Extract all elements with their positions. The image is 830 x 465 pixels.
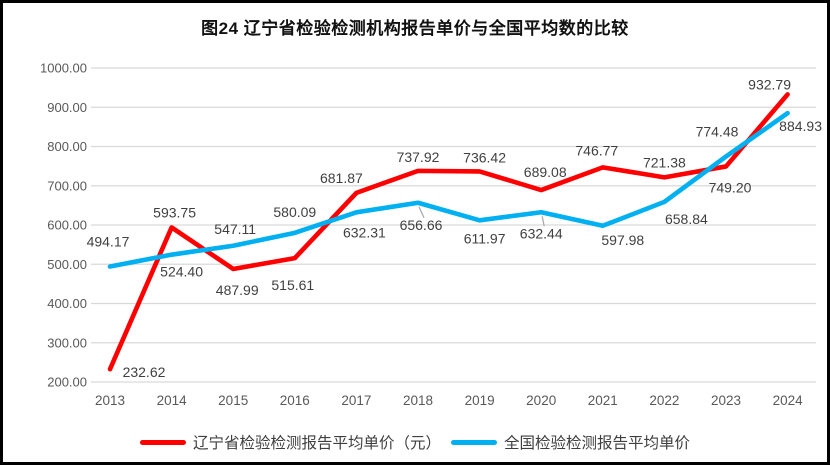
- x-tick-label: 2022: [649, 393, 679, 408]
- data-label-national: 611.97: [464, 230, 506, 246]
- data-label-liaoning: 593.75: [153, 204, 196, 220]
- data-label-national: 632.31: [343, 224, 386, 240]
- data-label-national: 658.84: [665, 211, 708, 227]
- data-label-liaoning: 232.62: [123, 364, 166, 380]
- x-tick-label: 2020: [526, 393, 556, 408]
- x-tick-label: 2024: [773, 393, 804, 408]
- y-tick-label: 300.00: [47, 335, 87, 350]
- data-label-national: 632.44: [520, 225, 563, 241]
- data-label-national: 597.98: [601, 232, 644, 248]
- y-tick-label: 400.00: [47, 296, 87, 311]
- chart-title: 图24 辽宁省检验检测机构报告单价与全国平均数的比较: [201, 19, 629, 38]
- legend-label-liaoning: 辽宁省检验检测报告平均单价（元）: [192, 435, 441, 452]
- legend-label-national: 全国检验检测报告平均单价: [504, 435, 691, 452]
- y-tick-label: 200.00: [47, 375, 87, 390]
- data-label-liaoning: 487.99: [216, 282, 259, 298]
- legend: 辽宁省检验检测报告平均单价（元） 全国检验检测报告平均单价: [3, 431, 827, 453]
- series-liaoning-line: [107, 92, 790, 372]
- data-label-liaoning: 749.20: [709, 179, 752, 195]
- legend-item-national: 全国检验检测报告平均单价: [451, 431, 690, 453]
- data-label-liaoning: 721.38: [643, 154, 686, 170]
- y-tick-label: 600.00: [47, 218, 87, 233]
- y-tick-label: 800.00: [47, 139, 87, 154]
- legend-item-liaoning: 辽宁省检验检测报告平均单价（元）: [139, 431, 441, 453]
- data-label-national: 774.48: [696, 124, 739, 140]
- legend-swatch-liaoning: [139, 439, 186, 445]
- x-tick-label: 2019: [465, 393, 495, 408]
- series-national-line: [107, 110, 790, 269]
- chart-canvas: 1000.00 900.00 800.00 700.00 600.00 500.00 400…: [40, 61, 822, 409]
- data-label-liaoning: 681.87: [320, 170, 363, 186]
- x-tick-label: 2023: [711, 393, 741, 408]
- data-label-liaoning: 932.79: [748, 76, 791, 92]
- data-label-liaoning: 746.77: [575, 142, 618, 158]
- y-tick-label: 500.00: [47, 257, 87, 272]
- data-label-national: 524.40: [160, 264, 203, 280]
- data-label-liaoning: 736.42: [463, 149, 506, 165]
- y-tick-label: 700.00: [47, 178, 87, 193]
- data-label-liaoning: 737.92: [397, 149, 440, 165]
- x-tick-label: 2021: [588, 393, 618, 408]
- x-tick-label: 2014: [157, 393, 188, 408]
- data-label-national: 656.66: [400, 217, 443, 233]
- data-label-liaoning: 689.08: [524, 164, 567, 180]
- legend-swatch-national: [451, 439, 497, 445]
- x-tick-label: 2016: [280, 393, 310, 408]
- y-tick-label: 900.00: [47, 100, 87, 115]
- x-tick-label: 2013: [95, 393, 125, 408]
- label-leader-line: [418, 206, 425, 219]
- data-label-liaoning: 515.61: [271, 277, 314, 293]
- label-leader-line: [541, 216, 545, 227]
- x-tick-label: 2018: [403, 393, 433, 408]
- data-label-national: 580.09: [273, 204, 316, 220]
- x-tick-label: 2017: [341, 393, 371, 408]
- data-label-national: 547.11: [214, 221, 256, 237]
- data-label-national: 494.17: [87, 234, 130, 250]
- data-label-national: 884.93: [779, 118, 822, 134]
- x-tick-label: 2015: [218, 393, 248, 408]
- y-tick-label: 1000.00: [40, 61, 87, 76]
